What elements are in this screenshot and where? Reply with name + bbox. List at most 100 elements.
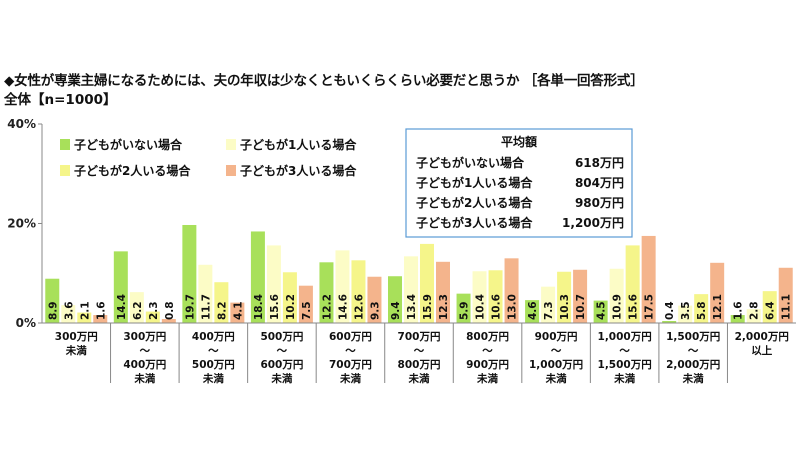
legend-entry: 子どもが2人いる場合 (74, 163, 191, 178)
bar (710, 262, 725, 323)
bar (557, 271, 572, 323)
x-tick-label: ～ (208, 345, 219, 357)
x-tick-label: 未満 (408, 372, 430, 385)
bar (573, 269, 588, 323)
legend-entry: 子どもが3人いる場合 (240, 163, 357, 178)
data-label: 12.1 (712, 294, 724, 320)
data-label: 12.2 (321, 294, 333, 320)
legend-swatch (226, 139, 236, 150)
axis-layer: 0% 20% 40% (7, 117, 796, 330)
data-label: 10.7 (575, 294, 587, 320)
bar (61, 305, 76, 323)
x-tick-label: 1,500万円 (666, 331, 720, 343)
bar (266, 245, 281, 323)
data-label: 18.4 (253, 294, 265, 320)
x-tick-label: ～ (277, 345, 288, 357)
bar (367, 276, 382, 323)
data-label: 10.2 (285, 294, 297, 320)
bar (145, 311, 160, 323)
bar (93, 315, 108, 323)
bar (182, 224, 197, 323)
x-tick-label: 未満 (613, 372, 635, 385)
bar (404, 256, 418, 323)
x-tick-label: 未満 (476, 372, 498, 385)
data-label: 7.3 (543, 301, 555, 320)
bar (746, 309, 761, 323)
y-tick-label: 20% (7, 217, 36, 231)
x-tick-label: 未満 (270, 372, 292, 385)
data-label: 11.7 (200, 294, 212, 320)
x-tick-label: 未満 (65, 344, 87, 357)
chart-title: ◆女性が専業主婦になるためには、夫の年収は少なくともいくらくらい必要だと思うか … (4, 73, 644, 89)
bar-layer (45, 224, 793, 323)
legend-entry: 子どもが1人いる場合 (240, 137, 357, 152)
data-label: 10.3 (559, 294, 571, 320)
bar (488, 270, 503, 323)
legend-swatch (60, 139, 70, 150)
data-label: 10.6 (491, 294, 503, 320)
x-tick-label: 700万円 (329, 359, 372, 371)
x-tick-label: 700万円 (398, 331, 441, 343)
x-tick-label: 800万円 (398, 359, 441, 371)
data-label: 3.6 (63, 301, 75, 320)
x-tick-label: 1,000万円 (598, 331, 652, 343)
bar (525, 300, 540, 323)
bar (420, 243, 434, 323)
x-tick-label: 500万円 (192, 359, 235, 371)
average-value: 1,200万円 (562, 216, 624, 230)
bar (456, 293, 471, 323)
bar (198, 264, 213, 323)
x-tick-label: 600万円 (329, 331, 372, 343)
data-label: 2.1 (79, 301, 91, 320)
data-label: 14.4 (116, 294, 128, 320)
x-tick-label: 未満 (682, 372, 704, 385)
x-tick-label: 900万円 (466, 359, 509, 371)
bar (436, 261, 450, 323)
average-box-title: 平均額 (501, 134, 537, 149)
data-label: 5.8 (696, 301, 708, 320)
data-label: 11.1 (781, 294, 793, 320)
average-value: 804万円 (575, 176, 624, 190)
data-label: 9.4 (390, 301, 402, 320)
data-label: 4.1 (232, 301, 244, 320)
average-value: 618万円 (575, 156, 624, 170)
average-label: 子どもがいない場合 (416, 155, 525, 170)
bar (388, 276, 402, 323)
data-label: 14.6 (337, 294, 349, 320)
data-label: 9.3 (369, 301, 381, 320)
bar (214, 282, 229, 323)
bar (282, 272, 297, 323)
average-label: 子どもが1人いる場合 (416, 175, 533, 190)
bar (161, 319, 176, 323)
x-tick-label: 未満 (545, 372, 567, 385)
x-tick-label: ～ (551, 345, 562, 357)
x-tick-label: 800万円 (466, 331, 509, 343)
data-label: 12.3 (438, 294, 450, 320)
x-tick-label: 2,000万円 (666, 359, 720, 371)
bar (472, 271, 487, 323)
legend-swatch (226, 165, 236, 176)
bar (541, 286, 556, 323)
y-tick-label: 40% (7, 117, 36, 131)
x-tick-label: ～ (414, 345, 425, 357)
bar (778, 267, 793, 323)
bar (250, 231, 265, 323)
bar (625, 245, 640, 323)
data-label: 2.8 (749, 301, 761, 320)
data-label: 0.4 (664, 301, 676, 320)
data-label: 7.5 (301, 301, 313, 320)
bar (129, 292, 144, 323)
x-tick-label: 未満 (339, 372, 361, 385)
data-label: 6.4 (765, 301, 777, 320)
bar (504, 258, 519, 323)
x-tick-label: ～ (482, 345, 493, 357)
y-tick-label: 0% (16, 316, 36, 330)
bar (762, 291, 777, 323)
data-label: 4.6 (527, 301, 539, 320)
x-tick-label: 400万円 (192, 331, 235, 343)
data-label: 12.6 (353, 294, 365, 320)
bar (319, 262, 334, 323)
